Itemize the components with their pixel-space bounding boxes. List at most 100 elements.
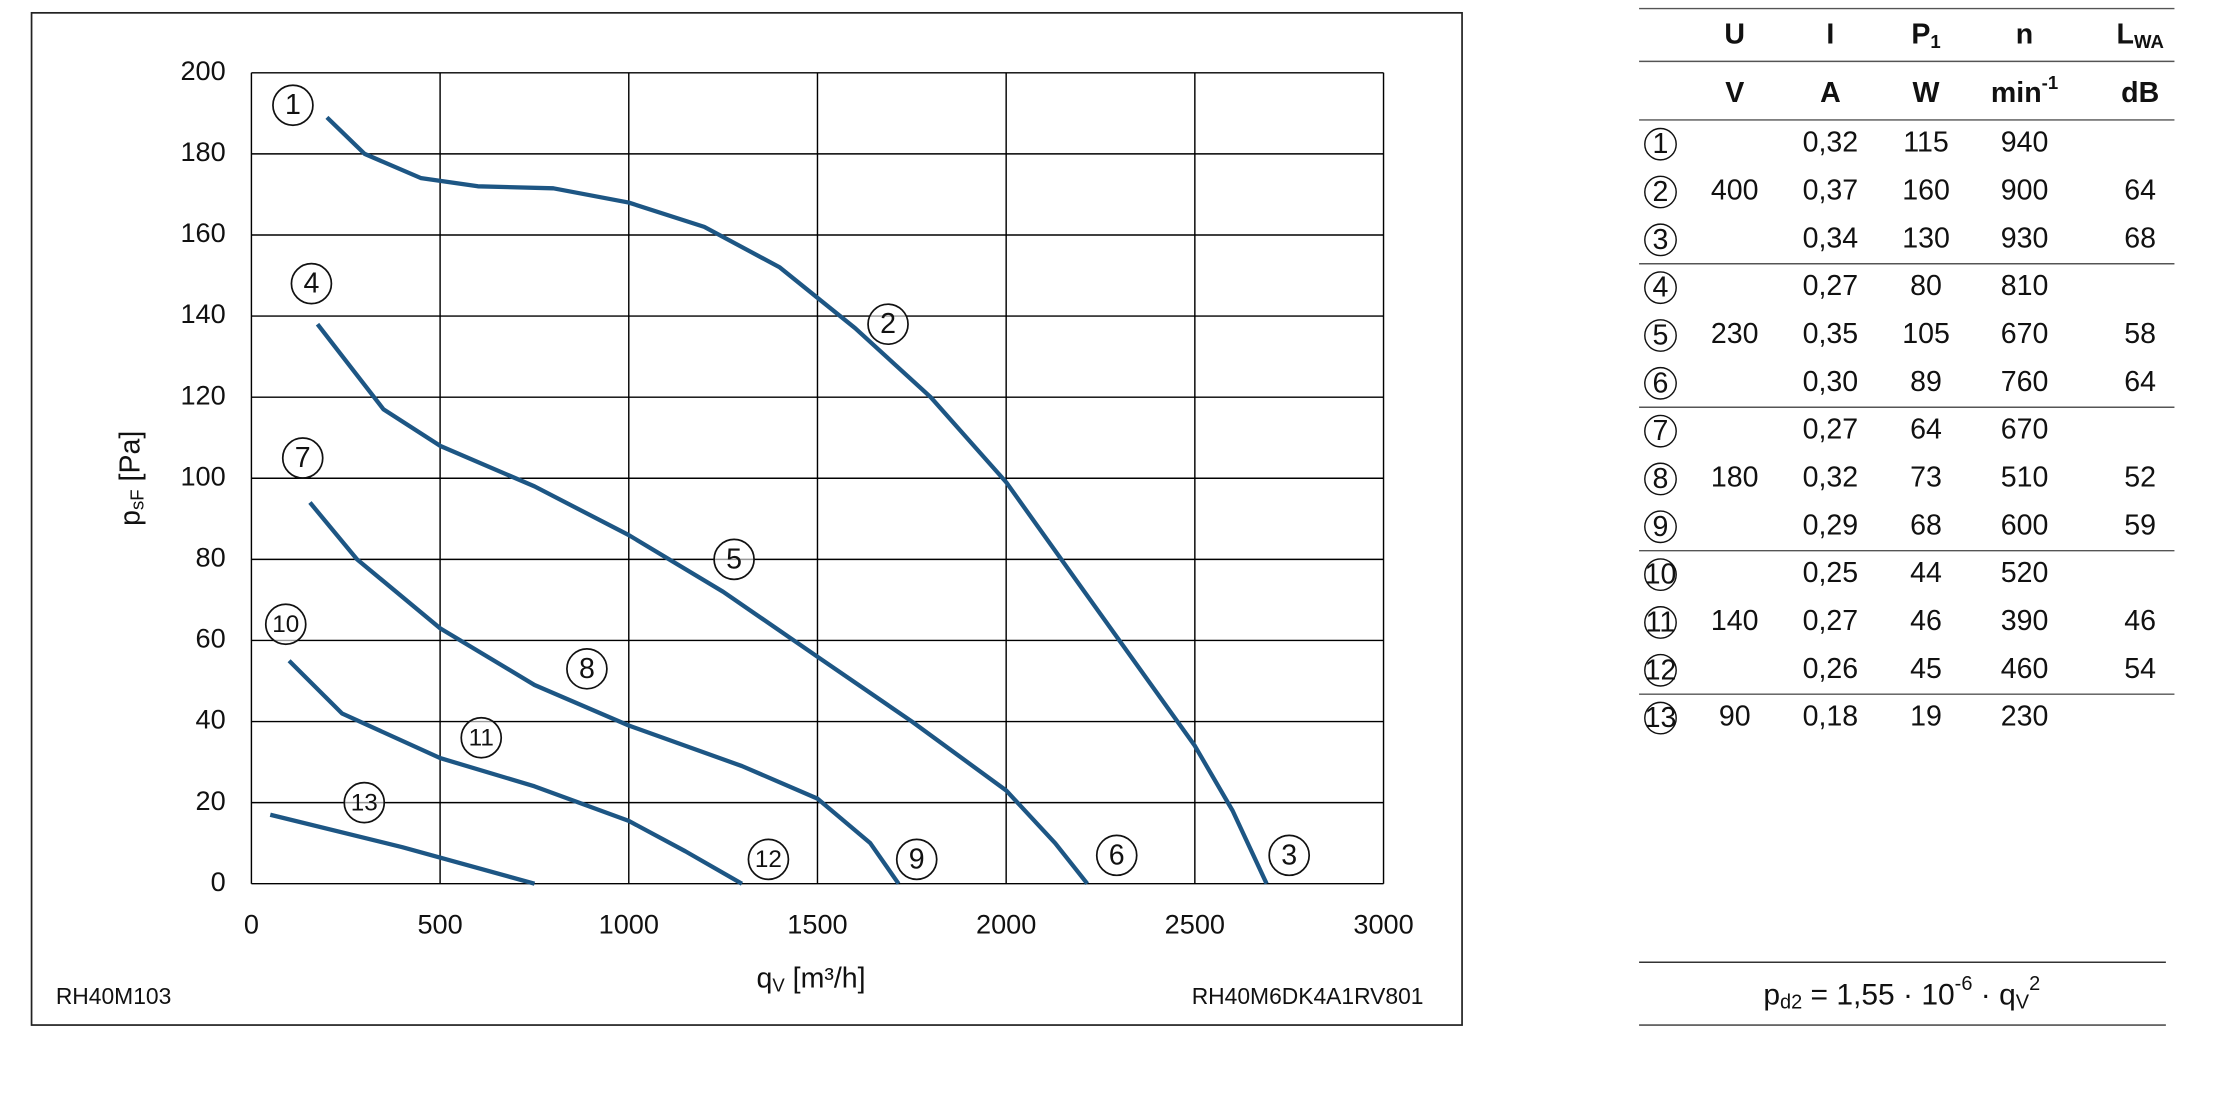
- curve: [315, 322, 1089, 886]
- formula-sup: 2: [2029, 973, 2040, 995]
- curve-label-circle: [566, 647, 608, 690]
- y-tick-label: 160: [180, 217, 225, 248]
- header-sub: WA: [2134, 31, 2164, 52]
- footer-right: RH40M6DK4A1RV801: [1192, 983, 1424, 1009]
- table-cell-u: 180: [1711, 462, 1759, 494]
- header-u: U: [1724, 18, 1745, 50]
- table-cell: 0,27: [1803, 270, 1859, 302]
- table-cell: 670: [2001, 414, 2049, 446]
- formula-sub: V: [2016, 992, 2030, 1014]
- row-id-circle: [1644, 175, 1677, 209]
- curve-label: 13: [351, 789, 378, 816]
- formula: pd2 = 1,55 · 10-6 · qV2: [1763, 973, 2040, 1014]
- table-cell: 0,35: [1803, 318, 1859, 350]
- row-id-circle: [1644, 462, 1677, 496]
- table-cell: 0,29: [1803, 509, 1859, 541]
- table-cell: 0,32: [1803, 462, 1859, 494]
- curve-label: 1: [285, 89, 301, 121]
- table-cell: 900: [2001, 175, 2049, 207]
- y-label-main: p: [114, 510, 146, 526]
- row-id: 11: [1646, 606, 1676, 638]
- table-cell: 390: [2001, 605, 2049, 637]
- x-tick-label: 1000: [599, 909, 659, 940]
- table-cell-u: 230: [1711, 318, 1759, 350]
- curve-label: 8: [579, 653, 595, 685]
- y-tick-label: 200: [180, 55, 225, 86]
- unit-text: dB: [2121, 77, 2159, 109]
- row-id-circle: [1644, 558, 1677, 592]
- row-id-circle: [1644, 366, 1677, 400]
- table-cell-u: 90: [1719, 701, 1751, 733]
- table-cell: 115: [1903, 127, 1949, 159]
- row-id-circle: [1644, 414, 1677, 448]
- table-cell: 54: [2124, 653, 2156, 685]
- curve-label-circle: [264, 603, 307, 646]
- table-cell: 64: [2124, 366, 2156, 398]
- curve-label: 11: [469, 725, 494, 752]
- curve-label-circle: [867, 303, 909, 346]
- row-id-circle: [1644, 701, 1677, 735]
- row-id: 7: [1653, 415, 1669, 447]
- header-p1: P1: [1911, 18, 1940, 51]
- curve-label: 5: [726, 543, 742, 575]
- table-cell: 940: [2001, 127, 2049, 159]
- y-tick-label: 40: [196, 704, 226, 735]
- curve-label-circle: [895, 838, 938, 881]
- table-cell-u: 400: [1711, 175, 1759, 207]
- curve-label: 12: [755, 846, 782, 873]
- table-cell: 45: [1910, 653, 1942, 685]
- table-cell: 520: [2001, 557, 2049, 589]
- row-id-circle: [1644, 606, 1677, 639]
- curve-label-circle: [460, 716, 503, 759]
- y-tick-label: 180: [180, 136, 225, 167]
- table-cell: 0,27: [1803, 605, 1859, 637]
- unit-n: min-1: [1991, 72, 2058, 109]
- row-id: 3: [1653, 224, 1669, 256]
- table-cell: 52: [2124, 462, 2156, 494]
- row-id: 9: [1653, 511, 1669, 543]
- x-tick-label: 0: [244, 909, 259, 940]
- y-tick-label: 20: [196, 785, 226, 816]
- y-label-unit: [Pa]: [114, 431, 146, 490]
- table-cell: 600: [2001, 509, 2049, 541]
- table-cell: 760: [2001, 366, 2049, 398]
- row-id-circle: [1644, 653, 1677, 687]
- table-cell: 160: [1902, 175, 1950, 207]
- unit-i: A: [1820, 77, 1841, 109]
- curve-label: 4: [303, 268, 319, 300]
- table-cell: 64: [2124, 175, 2156, 207]
- x-tick-label: 1500: [787, 909, 847, 940]
- table-cell: 0,27: [1803, 414, 1859, 446]
- table-cell: 46: [1910, 605, 1942, 637]
- table-cell: 930: [2001, 222, 2049, 254]
- unit-u: V: [1725, 77, 1744, 109]
- curve-label-circle: [1268, 834, 1311, 877]
- header-text: I: [1826, 18, 1834, 50]
- curve-label-circle: [272, 84, 314, 127]
- curve-label: 6: [1109, 839, 1125, 871]
- table-cell: 44: [1910, 557, 1942, 589]
- footer-left: RH40M103: [56, 983, 171, 1009]
- curve-label: 3: [1281, 839, 1297, 871]
- row-id-circle: [1644, 510, 1677, 544]
- header-text: L: [2117, 18, 2134, 50]
- x-label-main: q: [756, 962, 772, 994]
- row-id-circle: [1644, 223, 1677, 257]
- y-tick-label: 60: [196, 623, 226, 654]
- y-tick-label: 120: [180, 379, 225, 410]
- table-cell: 0,18: [1803, 701, 1859, 733]
- table-cell: 19: [1910, 701, 1942, 733]
- x-axis-label: qV [m³/h]: [756, 962, 865, 995]
- y-tick-label: 0: [211, 866, 226, 897]
- x-tick-label: 2500: [1165, 909, 1225, 940]
- table-cell: 0,37: [1803, 175, 1859, 207]
- row-id: 2: [1653, 176, 1669, 208]
- curve-label: 2: [880, 308, 896, 340]
- table-cell: 46: [2124, 605, 2156, 637]
- table-cell: 130: [1902, 222, 1950, 254]
- table-cell: 0,30: [1803, 366, 1859, 398]
- table-cell-u: 140: [1711, 605, 1759, 637]
- curve-label-circle: [281, 437, 324, 479]
